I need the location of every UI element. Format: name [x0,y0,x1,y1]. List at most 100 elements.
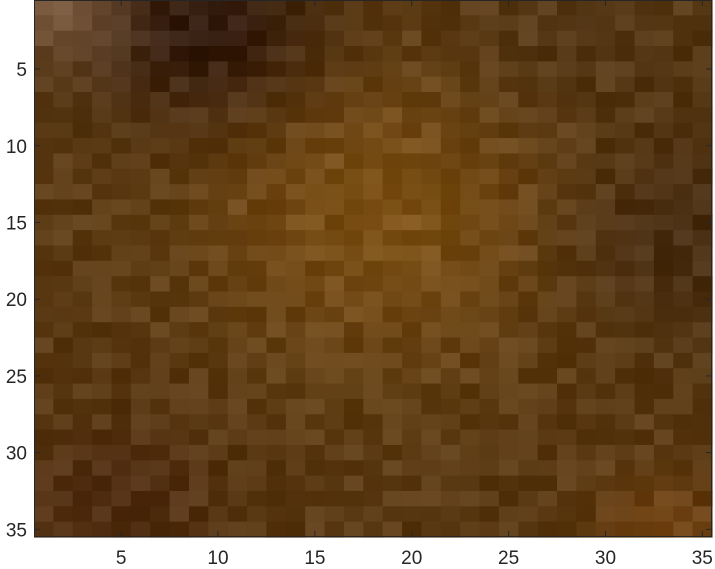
heatmap-cell [653,168,674,185]
heatmap-cell [402,398,423,415]
heatmap-cell [305,138,326,155]
heatmap-cell [130,276,151,293]
heatmap-cell [518,398,539,415]
heatmap-cell [150,46,171,62]
heatmap-cell [169,184,190,201]
heatmap-cell [615,475,636,492]
heatmap-cell [557,138,577,155]
heatmap-cell [479,138,500,155]
heatmap-cell [634,260,655,277]
heatmap-cell [615,521,636,538]
heatmap-cell [673,168,694,185]
y-tick-label: 15 [6,214,27,235]
heatmap-cell [634,368,655,385]
heatmap-cell [460,322,481,339]
heatmap-cell [402,107,423,124]
heatmap-cell [130,184,151,201]
heatmap-cell [363,414,384,431]
heatmap-cell [72,398,93,415]
heatmap-cell [537,352,558,369]
heatmap-cell [227,306,248,323]
heatmap-cell [72,475,93,492]
heatmap-cell [363,107,384,124]
heatmap-cell [537,214,558,231]
heatmap-cell [692,352,713,369]
heatmap-cell [382,199,403,216]
heatmap-cell [324,475,345,492]
heatmap-cell [305,521,326,538]
heatmap-cell [34,214,54,231]
heatmap-cell [498,168,519,185]
heatmap-cell [227,276,248,293]
heatmap-cell [634,107,655,124]
heatmap-cell [343,92,364,108]
heatmap-cell [692,0,713,16]
heatmap-cell [595,322,616,339]
heatmap-cell [130,153,151,170]
heatmap-cell [111,214,132,231]
heatmap-cell [266,291,287,308]
heatmap-cell [634,398,655,415]
heatmap-cell [53,199,74,216]
heatmap-cell [227,214,248,231]
heatmap-cell [266,414,287,431]
heatmap-cell [557,46,577,62]
heatmap-cell [653,107,674,124]
heatmap-cell [402,260,423,277]
heatmap-cell [421,322,442,339]
heatmap-cell [72,429,93,446]
heatmap-cell [324,352,345,369]
heatmap-cell [440,76,461,93]
heatmap-cell [673,15,694,32]
heatmap-cell [421,15,442,32]
heatmap-cell [595,506,616,523]
heatmap-cell [363,30,384,47]
heatmap-cell [324,0,345,16]
heatmap-cell [72,230,93,247]
heatmap-cell [595,107,616,124]
heatmap-cell [653,352,674,369]
heatmap-cell [150,490,171,507]
heatmap-cell [247,122,268,139]
heatmap-cell [150,506,171,523]
heatmap-cell [460,276,481,293]
heatmap-cell [460,15,481,32]
heatmap-cell [169,245,190,262]
heatmap-cell [188,337,209,354]
heatmap-cell [285,322,306,339]
heatmap-cell [188,245,209,262]
heatmap-cell [72,107,93,124]
heatmap-cell [208,230,229,247]
heatmap-cell [363,0,384,16]
heatmap-cell [363,383,384,400]
heatmap-cell [692,398,713,415]
heatmap-cell [692,15,713,32]
heatmap-cell [421,122,442,139]
heatmap-cell [266,230,287,247]
heatmap-cell [266,122,287,139]
heatmap-cell [305,30,326,47]
heatmap-cell [343,352,364,369]
heatmap-cell [576,168,597,185]
heatmap-cell [402,506,423,523]
heatmap-cell [653,61,674,78]
heatmap-cell [498,414,519,431]
heatmap-cell [111,490,132,507]
heatmap-cell [615,444,636,461]
heatmap-cell [382,122,403,139]
heatmap-cell [227,475,248,492]
heatmap-cell [266,490,287,507]
heatmap-cell [343,199,364,216]
heatmap-cell [460,92,481,108]
heatmap-cell [537,475,558,492]
heatmap-cell [363,368,384,385]
heatmap-cell [653,490,674,507]
heatmap-cell [363,92,384,108]
heatmap-cell [305,398,326,415]
heatmap-cell [460,291,481,308]
heatmap-cell [692,291,713,308]
heatmap-cell [518,230,539,247]
heatmap-cell [653,444,674,461]
heatmap-cell [150,214,171,231]
